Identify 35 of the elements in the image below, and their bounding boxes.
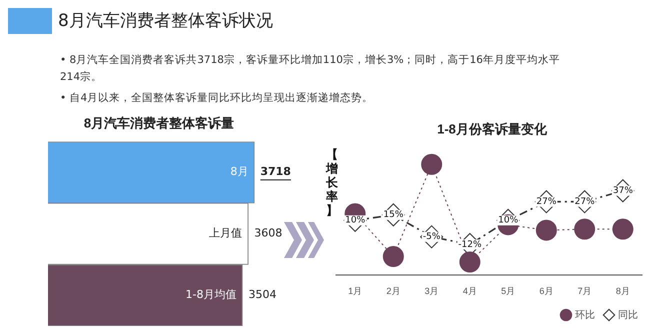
legend-label: 同比 [618,308,638,321]
x-tick-label: 5月 [501,286,516,296]
data-label: -12% [458,240,482,250]
data-label: 27% [574,197,596,208]
legend-label: 环比 [575,308,595,321]
chart-title: 8月汽车消费者整体客诉量 [84,115,234,130]
text: • 自4月以来，全国整体客诉量同比环比均呈现出逐渐递增态势。 [60,91,374,106]
x-tick-label: 7月 [578,286,592,296]
data-label: 10% [498,216,519,226]
y-axis-title: 【增长率】 [325,148,339,218]
data-label: 15% [383,210,404,220]
x-tick-label: 6月 [539,286,554,296]
text: • 8月汽车全国消费者客诉共3718宗，客诉量环比增加110宗，增长3%；同时，高于16年月度平均水平214宗。 [60,53,560,85]
point [536,220,557,241]
x-tick-label: 2月 [386,286,400,296]
point [382,246,404,268]
x-tick-label: 8月 [616,286,630,296]
point [459,252,480,273]
chart-title: 1-8月份客诉量变化 [437,121,548,136]
x-tick-label: 4月 [462,286,477,296]
point [612,218,634,240]
data-label: 37% [612,186,634,196]
point [421,154,442,175]
text: 8月汽车消费者整体客诉状况 [58,10,273,32]
point [574,218,596,240]
data-label: 3718 [260,165,291,178]
x-tick-label: 1月 [348,286,362,296]
data-label: 27% [536,197,557,208]
y-tick-label: 1-8月均值 [186,288,236,302]
x-tick-label: 3月 [424,286,439,296]
data-label: -5% [422,232,441,242]
y-tick-label: 上月值 [209,226,242,240]
data-label: 10% [345,216,366,226]
data-label: 3608 [254,226,282,240]
data-label: 3504 [248,288,276,302]
